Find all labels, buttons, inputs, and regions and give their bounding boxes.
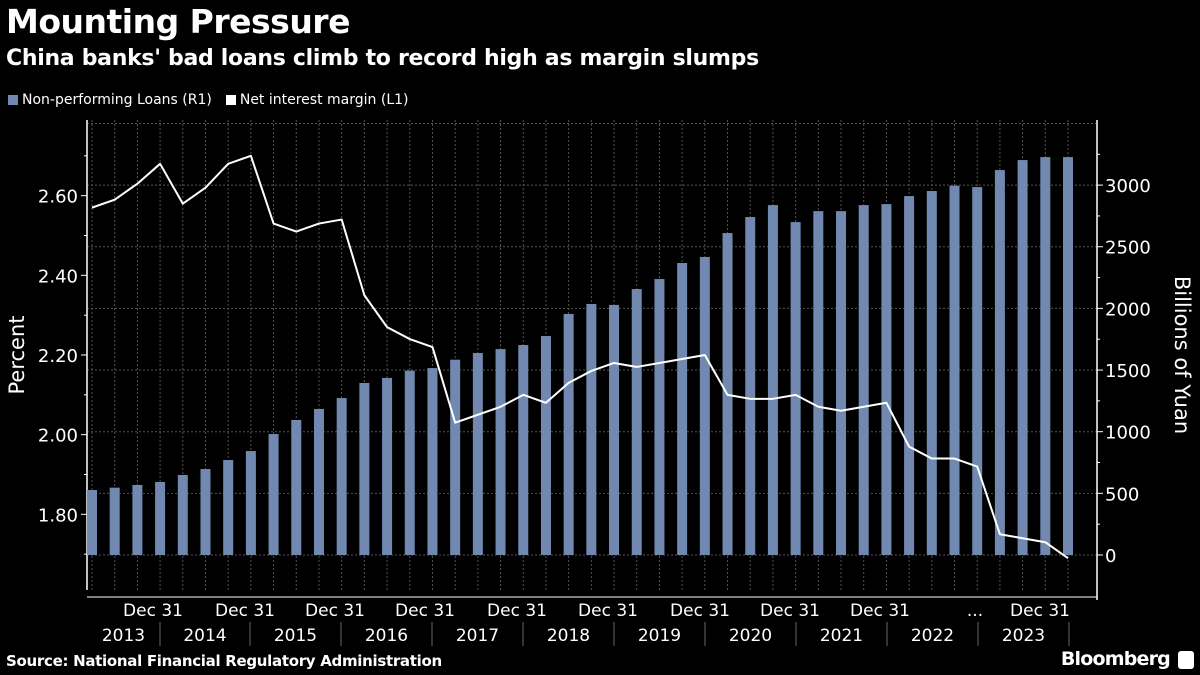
right-tick-label: 1500 [1105, 361, 1151, 382]
right-tick-label: 2000 [1105, 299, 1151, 320]
npl-bar [745, 217, 756, 555]
npl-bar [563, 313, 574, 555]
x-year-label: 2020 [729, 626, 772, 646]
npl-bar [336, 398, 347, 555]
npl-bar [155, 481, 166, 555]
left-tick-label: 2.60 [38, 187, 78, 208]
legend: Non-performing Loans (R1) Net interest m… [8, 92, 409, 108]
x-tick-label: Dec 31 [215, 601, 275, 621]
source-note: Source: National Financial Regulatory Ad… [6, 652, 442, 670]
npl-bar [223, 460, 234, 555]
npl-bar [518, 345, 529, 555]
x-tick-label: Dec 31 [487, 601, 547, 621]
x-year-label: 2017 [456, 626, 499, 646]
npl-bar [200, 469, 211, 555]
left-tick-label: 1.80 [38, 505, 78, 526]
npl-bar [472, 353, 483, 555]
npl-bar [245, 451, 256, 555]
npl-bar [404, 370, 415, 555]
bloomberg-icon [1178, 651, 1194, 669]
npl-bar [654, 279, 665, 555]
npl-bar [132, 484, 143, 555]
x-tick-label: Dec 31 [850, 601, 910, 621]
x-tick-label: Dec 31 [760, 601, 820, 621]
chart-title: Mounting Pressure [6, 2, 350, 41]
npl-bar [609, 304, 620, 555]
npl-bar [1017, 160, 1028, 555]
right-tick-label: 3000 [1105, 176, 1151, 197]
right-axis-label: Billions of Yuan [1170, 276, 1194, 434]
x-year-label: 2016 [365, 626, 408, 646]
npl-bar [450, 359, 461, 555]
x-tick-label: Dec 31 [123, 601, 183, 621]
npl-bar [631, 289, 642, 555]
npl-bar [904, 196, 915, 555]
npl-bar [268, 434, 279, 555]
x-tick-label: Dec 31 [395, 601, 455, 621]
npl-bar [858, 205, 869, 555]
legend-label: Net interest margin (L1) [239, 92, 409, 108]
x-year-label: 2021 [820, 626, 863, 646]
npl-bar [177, 474, 188, 555]
x-tick-label: Dec 31 [670, 601, 730, 621]
legend-item-npl: Non-performing Loans (R1) [8, 92, 212, 108]
right-tick-label: 1000 [1105, 423, 1151, 444]
npl-bar [540, 336, 551, 555]
left-tick-label: 2.00 [38, 426, 78, 447]
npl-bar [495, 349, 506, 555]
npl-bar [586, 303, 597, 555]
left-axis-label: Percent [5, 315, 29, 394]
npl-bar [813, 211, 824, 555]
npl-bar [382, 377, 393, 555]
legend-swatch-line [225, 95, 236, 105]
x-tick-label: Dec 31 [578, 601, 638, 621]
npl-bar [699, 256, 710, 555]
npl-bar [790, 222, 801, 555]
legend-swatch-bar [8, 95, 18, 105]
npl-bar [291, 419, 302, 555]
x-year-label: 2023 [1002, 626, 1045, 646]
brand-logo: Bloomberg [1060, 648, 1171, 670]
npl-bar [109, 487, 120, 555]
left-tick-label: 2.40 [38, 266, 78, 287]
x-year-label: 2019 [638, 626, 681, 646]
x-year-label: 2013 [102, 626, 145, 646]
npl-bar [677, 263, 688, 555]
npl-bar [994, 170, 1005, 555]
x-tick-label: Dec 31 [305, 601, 365, 621]
npl-bar [836, 211, 847, 555]
nim-line [91, 154, 1069, 559]
npl-bar [949, 185, 960, 555]
x-tick-label: ... [967, 601, 983, 621]
left-tick-label: 2.20 [38, 346, 78, 367]
x-year-label: 2015 [274, 626, 317, 646]
right-tick-label: 2500 [1105, 238, 1151, 259]
x-year-label: 2018 [547, 626, 590, 646]
legend-item-nim: Net interest margin (L1) [225, 92, 409, 108]
chart-subtitle: China banks' bad loans climb to record h… [6, 46, 759, 71]
npl-bar [881, 204, 892, 555]
npl-bar [427, 368, 438, 555]
x-year-label: 2014 [183, 626, 226, 646]
right-tick-label: 0 [1105, 546, 1116, 567]
right-tick-label: 500 [1105, 484, 1139, 505]
npl-bar [87, 490, 97, 555]
npl-bar [359, 382, 370, 555]
npl-bar [926, 191, 937, 555]
npl-bar [1040, 157, 1051, 555]
npl-bar [1063, 157, 1073, 555]
npl-bar [313, 409, 324, 555]
legend-label: Non-performing Loans (R1) [22, 92, 212, 108]
npl-bar [767, 205, 778, 555]
npl-bar [972, 187, 983, 555]
x-year-label: 2022 [911, 626, 954, 646]
x-tick-label: Dec 31 [1010, 601, 1070, 621]
